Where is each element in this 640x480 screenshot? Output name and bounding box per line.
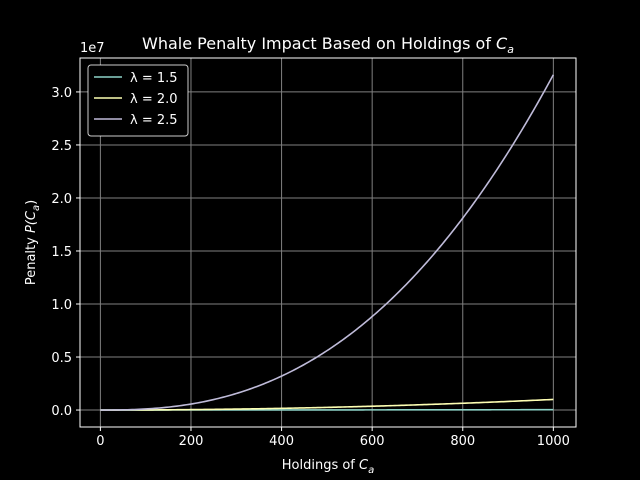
legend-label-3: λ = 2.5 (130, 113, 178, 128)
y-axis-label: Penalty P(Ca) (24, 200, 42, 285)
grid (80, 58, 576, 427)
x-axis-label: Holdings of Ca (282, 458, 374, 476)
y-tick-label: 0.0 (51, 404, 72, 419)
chart-title-main: Whale Penalty Impact Based on Holdings o… (142, 34, 496, 53)
y-tick-label: 2.0 (51, 192, 72, 207)
y-tick-label: 2.5 (51, 139, 72, 154)
x-tick-label: 800 (450, 434, 475, 449)
x-tick-label: 200 (179, 434, 204, 449)
axes-frame (79, 57, 577, 428)
plot-lines (100, 74, 555, 411)
y-axis-label-main: Penalty (24, 233, 39, 285)
legend-label-2: λ = 2.0 (130, 92, 178, 107)
x-tick-label: 400 (269, 434, 294, 449)
legend-label-1: λ = 1.5 (130, 71, 178, 86)
ticks: 0 200 400 600 800 1000 0.0 0.5 1.0 1.5 2.0 2.5 3.0 (51, 86, 570, 449)
x-axis-label-sub: a (368, 465, 374, 476)
legend: λ = 1.5 λ = 2.0 λ = 2.5 (87, 64, 189, 137)
y-tick-label: 1.5 (51, 245, 72, 260)
chart-title: Whale Penalty Impact Based on Holdings o… (142, 34, 514, 56)
x-axis-label-var: C (359, 458, 369, 473)
x-axis-label-main: Holdings of (282, 458, 359, 473)
chart-title-sub: a (507, 43, 514, 56)
y-axis-label-var: P(C (24, 210, 39, 233)
y-axis-label-sub: a (31, 205, 42, 211)
y-tick-label: 3.0 (51, 86, 72, 101)
chart-title-var: C (496, 34, 508, 53)
x-tick-label: 600 (360, 434, 385, 449)
y-offset-label: 1e7 (80, 41, 105, 56)
y-axis-label-close: ) (24, 200, 39, 205)
y-tick-label: 0.5 (51, 351, 72, 366)
x-tick-label: 1000 (537, 434, 570, 449)
series-line-2 (100, 398, 554, 411)
y-tick-label: 1.0 (51, 298, 72, 313)
series-line-3 (100, 74, 555, 411)
x-tick-label: 0 (96, 434, 104, 449)
